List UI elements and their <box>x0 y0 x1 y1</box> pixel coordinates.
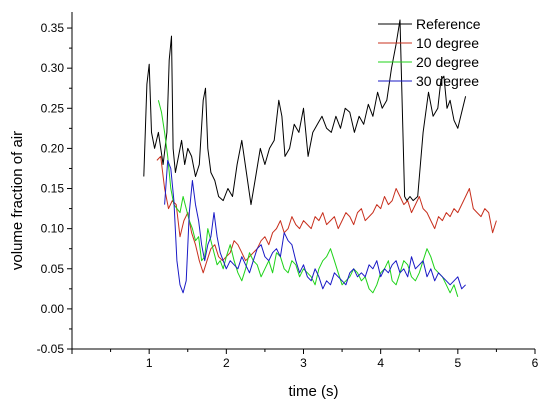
y-axis-title: volume fraction of air <box>9 131 26 270</box>
y-tick-label: 0.05 <box>41 262 65 276</box>
legend-label: 10 degree <box>416 35 479 51</box>
x-tick-label: 4 <box>377 356 384 370</box>
series-line-3 <box>157 100 459 297</box>
y-tick-label: 0.20 <box>41 141 65 155</box>
x-tick-label: 3 <box>300 356 307 370</box>
y-tick-label: 0.10 <box>41 222 65 236</box>
x-tick-label: 5 <box>454 356 461 370</box>
y-tick-label: 0.35 <box>41 21 65 35</box>
series-line-4 <box>164 159 466 294</box>
series-line-2 <box>156 155 497 274</box>
y-tick-label: 0.00 <box>41 302 65 316</box>
axes-layer: 1 2 3 4 5 6 -0.05 0.00 0.05 0.10 0.15 0.20 0.25 0.30 0… <box>37 12 539 370</box>
x-axis-title: time (s) <box>289 383 339 400</box>
y-tick-label: 0.15 <box>41 182 65 196</box>
legend: Reference 10 degree 20 degree 30 degree <box>378 16 481 89</box>
legend-label: Reference <box>416 16 481 32</box>
series-layer <box>143 19 497 297</box>
series-line-1 <box>143 19 467 206</box>
x-tick-label: 1 <box>146 356 153 370</box>
legend-label: 30 degree <box>416 73 479 89</box>
y-tick-label: 0.25 <box>41 101 65 115</box>
legend-label: 20 degree <box>416 54 479 70</box>
y-tick-label: -0.05 <box>37 342 65 356</box>
x-tick-label: 2 <box>223 356 230 370</box>
y-tick-label: 0.30 <box>41 61 65 75</box>
x-tick-label: 6 <box>532 356 539 370</box>
